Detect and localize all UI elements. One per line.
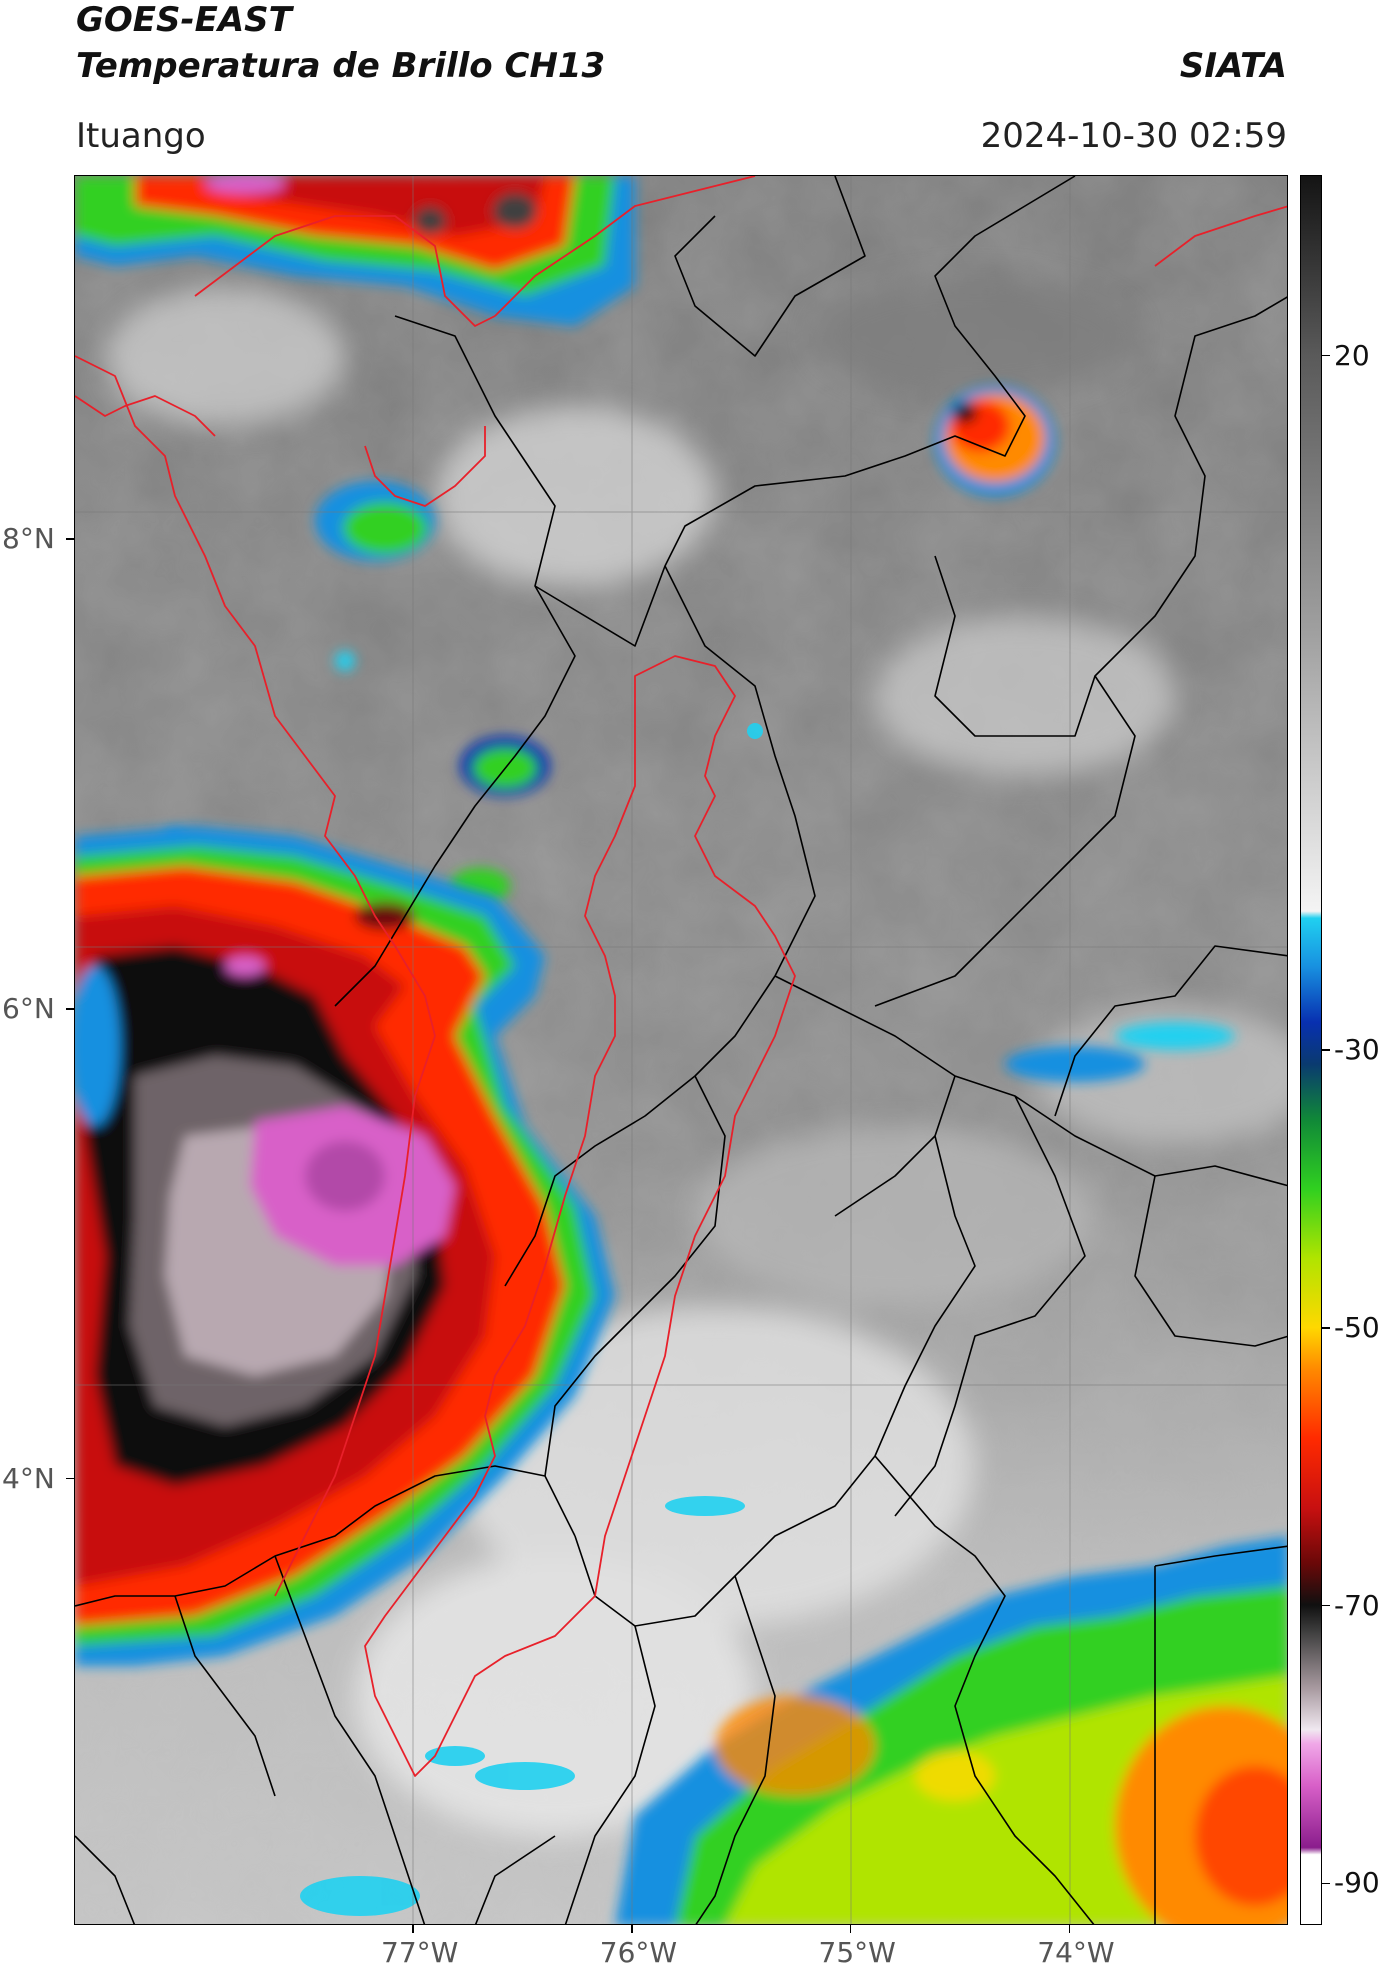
lon-tick-label: 74°W: [1037, 1936, 1115, 1969]
colorbar-tick-mark: [1322, 1049, 1330, 1051]
colorbar-tick-label: -90: [1334, 1866, 1380, 1900]
lon-tick-label: 76°W: [599, 1936, 678, 1969]
colorbar-tick-label: -30: [1334, 1033, 1380, 1066]
lat-tick-label: 8°N: [2, 522, 55, 556]
satellite-map[interactable]: [74, 175, 1288, 1925]
lat-tick-label: 6°N: [2, 991, 55, 1025]
lat-tick-mark: [66, 1477, 74, 1480]
lon-tick-mark: [631, 1925, 633, 1933]
lat-tick-mark: [66, 538, 74, 540]
satellite-map-icon: [75, 176, 1287, 1924]
lon-tick-mark: [849, 1925, 852, 1933]
colorbar-tick-mark: [1322, 354, 1330, 357]
colorbar-tick-label: -70: [1334, 1588, 1380, 1622]
colorbar: [1300, 175, 1322, 1925]
colorbar-tick-mark: [1322, 1604, 1330, 1607]
title-line1: GOES-EAST: [76, 0, 292, 40]
title-line2: Temperatura de Brillo CH13: [76, 46, 606, 86]
lon-tick-mark: [1068, 1925, 1070, 1933]
location-label: Ituango: [76, 116, 206, 156]
lon-tick-label: 75°W: [818, 1936, 896, 1969]
colorbar-tick-mark: [1322, 1882, 1330, 1885]
colorbar-tick-label: 20: [1334, 338, 1370, 372]
colorbar-tick-mark: [1322, 1327, 1330, 1329]
lon-tick-mark: [412, 1925, 414, 1933]
brand-label: SIATA: [1179, 46, 1287, 86]
lat-tick-label: 4°N: [2, 1461, 55, 1495]
lon-tick-label: 77°W: [381, 1936, 459, 1969]
timestamp-label: 2024-10-30 02:59: [980, 116, 1287, 156]
lat-tick-mark: [66, 1008, 74, 1010]
colorbar-tick-label: -50: [1334, 1310, 1380, 1344]
